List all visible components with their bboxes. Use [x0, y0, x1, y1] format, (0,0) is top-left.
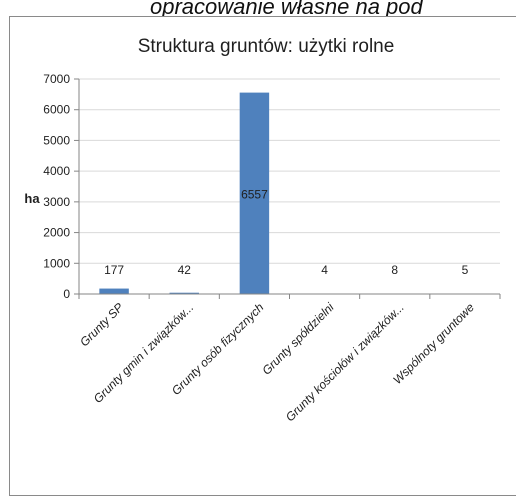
- axes: [74, 78, 501, 299]
- y-tick-label: 3000: [43, 195, 70, 209]
- x-tick-label: Grunty kościołów i związków...: [283, 300, 407, 424]
- data-labels: 177 42 6557 4 8 5: [104, 187, 469, 277]
- gridlines: [79, 78, 500, 264]
- data-label: 8: [391, 263, 398, 277]
- bar: [99, 288, 129, 294]
- y-tick-label: 6000: [43, 103, 70, 117]
- x-tick-label: Grunty SP: [77, 300, 126, 349]
- data-label: 4: [321, 263, 328, 277]
- data-label: 42: [178, 263, 192, 277]
- y-tick-label: 0: [63, 287, 70, 301]
- y-tick-label: 7000: [43, 72, 70, 86]
- y-tick-label: 5000: [43, 133, 70, 147]
- y-tick-label: 1000: [43, 256, 70, 270]
- data-label: 177: [104, 263, 124, 277]
- y-axis-label: ha: [24, 191, 40, 206]
- data-label: 6557: [241, 187, 268, 201]
- bars: [99, 92, 480, 295]
- bar: [169, 292, 199, 294]
- y-tick-labels: 0 1000 2000 3000 4000 5000 6000 7000: [43, 72, 70, 301]
- bar-chart: Struktura gruntów: użytki rolne ha 0 1000…: [24, 36, 501, 424]
- source-note: opracowanie własne na pod: [150, 0, 423, 19]
- y-tick-label: 2000: [43, 226, 70, 240]
- x-tick-label: Grunty spółdzielni: [259, 300, 337, 378]
- data-label: 5: [462, 263, 469, 277]
- bar: [239, 92, 270, 294]
- y-tick-label: 4000: [43, 164, 70, 178]
- chart-title: Struktura gruntów: użytki rolne: [138, 36, 395, 57]
